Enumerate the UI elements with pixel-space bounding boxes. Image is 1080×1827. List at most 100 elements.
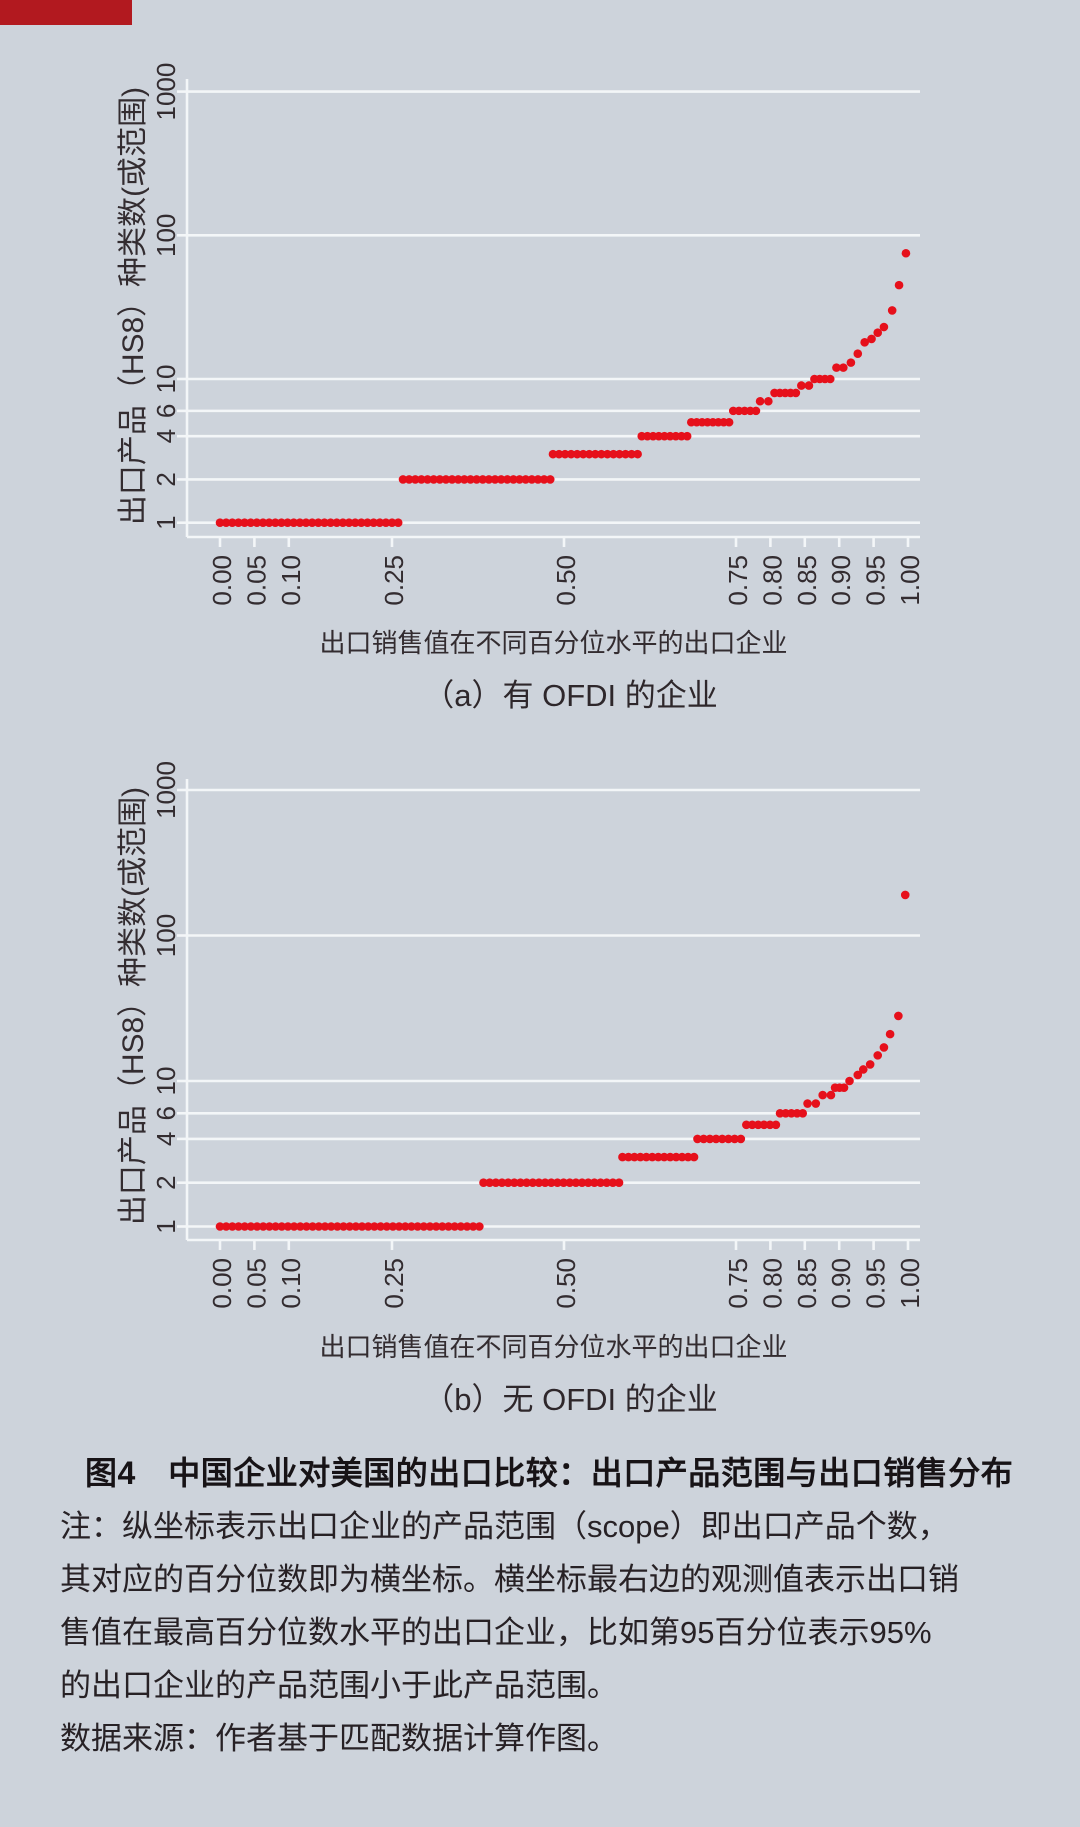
data-point: [515, 475, 524, 484]
data-point: [887, 306, 897, 315]
data-point: [344, 518, 354, 527]
data-point: [283, 518, 292, 527]
data-point: [894, 1011, 903, 1021]
data-point: [533, 475, 543, 484]
data-point: [496, 475, 506, 484]
data-point: [811, 1099, 821, 1108]
y-tick-label: 1000: [151, 63, 181, 121]
x-tick-label: 0.75: [723, 1258, 753, 1309]
data-point: [215, 1222, 225, 1231]
data-point: [615, 449, 624, 459]
x-tick-label: 0.25: [379, 555, 409, 606]
x-tick-label: 0.00: [207, 555, 237, 606]
data-point: [503, 1178, 513, 1188]
data-point: [571, 1178, 581, 1188]
data-point: [755, 396, 765, 406]
data-point: [510, 1178, 519, 1188]
data-point: [753, 1120, 763, 1130]
data-point: [597, 449, 606, 459]
data-point: [466, 475, 475, 484]
data-point: [797, 381, 806, 390]
data-point: [302, 1222, 311, 1231]
data-point: [894, 280, 904, 290]
y-tick-label: 6: [151, 404, 181, 418]
data-point: [636, 1152, 645, 1162]
data-point: [387, 518, 397, 527]
data-point: [711, 1134, 721, 1144]
data-point: [295, 1222, 305, 1231]
data-point: [234, 518, 243, 527]
chart-b-y-axis-title: 出口产品（HS8）种类数(或范围): [117, 787, 150, 1225]
data-point: [227, 518, 237, 527]
data-point: [404, 475, 414, 484]
data-point: [429, 475, 438, 484]
data-point: [867, 334, 876, 344]
data-point: [873, 1051, 883, 1060]
chart-b-x-axis-title: 出口销售值在不同百分位水平的出口企业: [319, 1332, 788, 1362]
data-point: [277, 518, 286, 527]
data-point: [314, 518, 323, 527]
data-point: [596, 1178, 605, 1188]
data-point: [370, 1222, 379, 1231]
data-point: [865, 1060, 875, 1069]
data-point: [528, 1178, 538, 1188]
x-tick-label: 0.00: [207, 1258, 237, 1309]
data-point: [539, 475, 549, 484]
data-point: [215, 518, 225, 527]
data-point: [540, 1178, 550, 1188]
data-point: [671, 1152, 681, 1162]
data-point: [853, 349, 863, 358]
data-point: [393, 518, 403, 527]
data-point: [845, 1076, 854, 1086]
chart-b-subtitle: （b）无 OFDI 的企业: [423, 1382, 718, 1417]
data-point: [577, 1178, 587, 1188]
data-point: [308, 1222, 317, 1231]
y-tick-label: 10: [151, 1067, 181, 1096]
data-point: [653, 1152, 663, 1162]
data-point: [791, 388, 801, 398]
data-point: [545, 475, 555, 484]
y-tick-label: 1: [151, 1219, 181, 1233]
y-tick-label: 10: [151, 365, 181, 394]
data-point: [413, 1222, 422, 1231]
data-point: [221, 1222, 231, 1231]
data-point: [699, 1134, 708, 1144]
y-tick-label: 100: [151, 214, 181, 257]
data-point: [858, 1065, 868, 1074]
data-point: [609, 449, 618, 459]
data-point: [400, 1222, 410, 1231]
data-point: [363, 1222, 373, 1231]
data-point: [521, 475, 531, 484]
data-point: [332, 518, 342, 527]
data-point: [839, 1083, 849, 1092]
data-point: [490, 475, 500, 484]
x-tick-label: 0.80: [757, 1258, 787, 1309]
data-point: [583, 1178, 593, 1188]
data-point: [234, 1222, 243, 1231]
data-point: [277, 1222, 287, 1231]
data-point: [258, 518, 268, 527]
data-point: [246, 518, 256, 527]
data-point: [394, 1222, 404, 1231]
data-point: [798, 1108, 808, 1118]
data-point: [584, 449, 594, 459]
data-point: [398, 475, 408, 484]
data-point: [453, 475, 463, 484]
data-point: [826, 1090, 836, 1100]
data-point: [435, 475, 445, 484]
data-point: [423, 475, 432, 484]
data-point: [363, 518, 372, 527]
data-point: [246, 1222, 256, 1231]
data-point: [333, 1222, 342, 1231]
x-tick-label: 0.95: [861, 555, 891, 606]
data-point: [468, 1222, 478, 1231]
data-point: [289, 518, 299, 527]
x-tick-label: 0.80: [757, 555, 787, 606]
data-point: [724, 417, 734, 427]
figure-caption: 图4 中国企业对美国的出口比较：出口产品范围与出口销售分布: [85, 1455, 1014, 1491]
data-point: [350, 518, 360, 527]
data-point: [559, 1178, 568, 1188]
data-point: [407, 1222, 416, 1231]
